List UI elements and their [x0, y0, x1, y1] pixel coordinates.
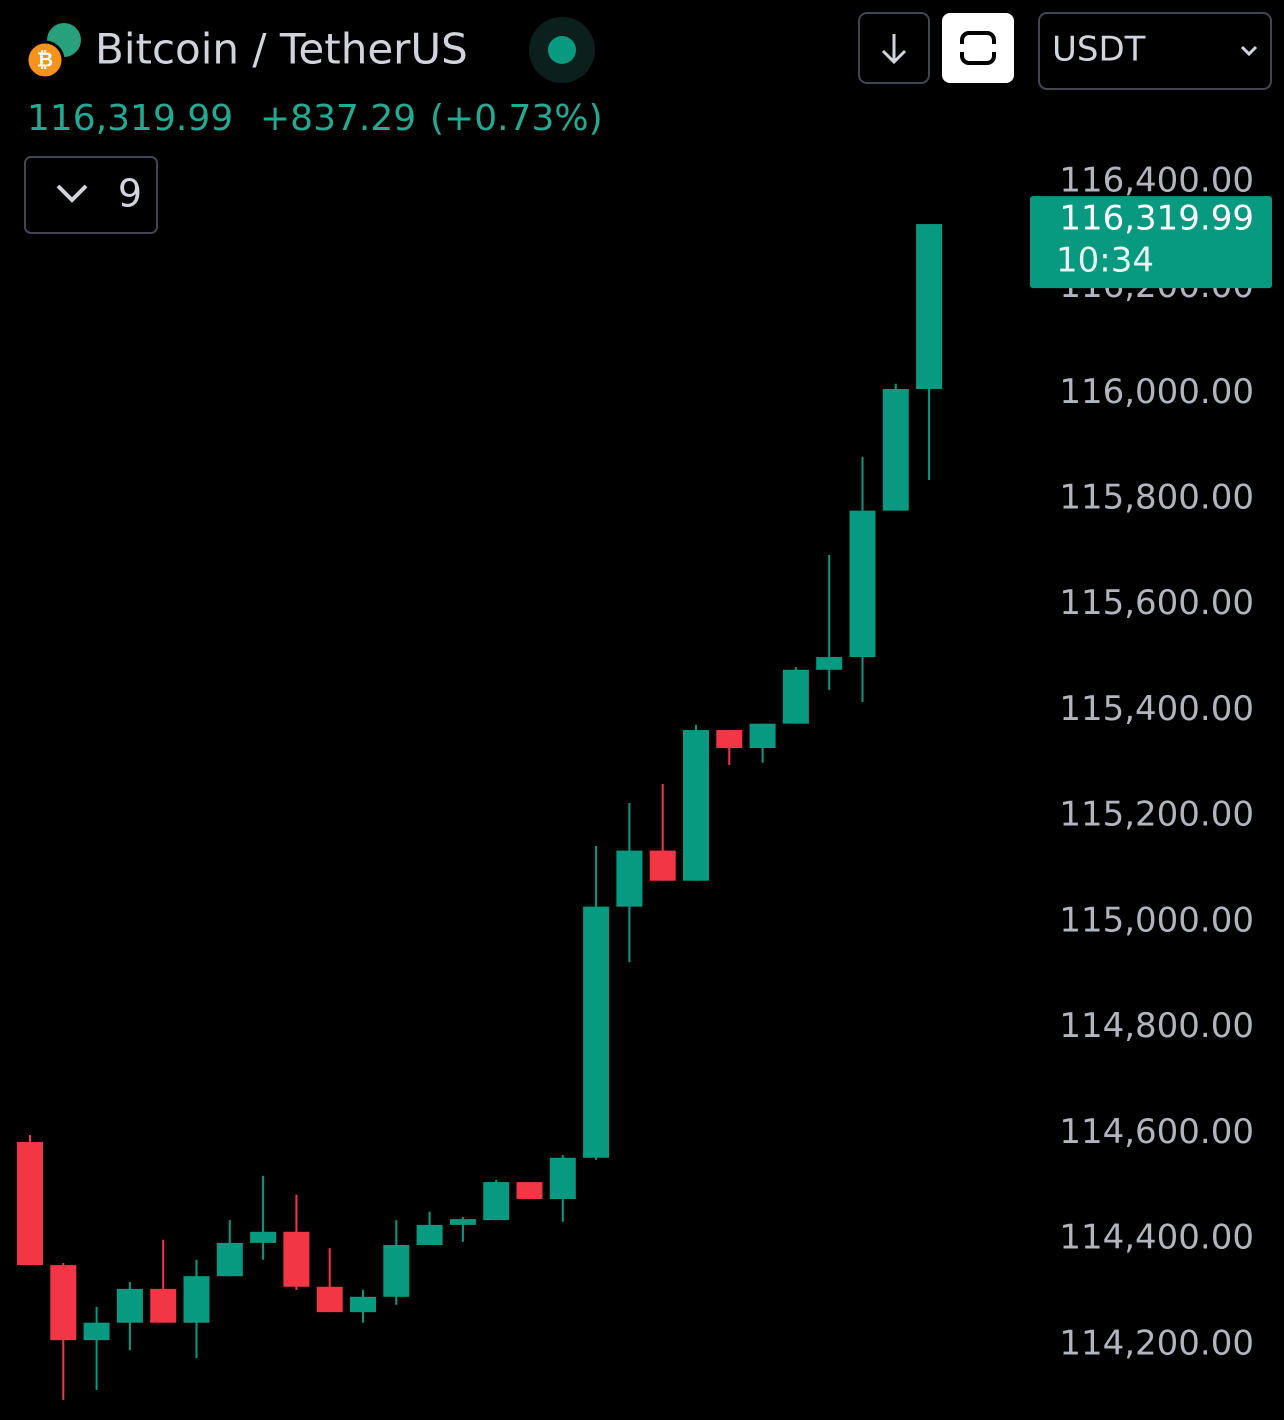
candle-body [350, 1296, 376, 1313]
candle-body [849, 510, 876, 658]
y-tick-label: 115,800.00 [1059, 477, 1254, 517]
candle-body [483, 1182, 510, 1221]
candle-body [449, 1219, 476, 1225]
candle-body [183, 1276, 210, 1323]
candle-body [583, 906, 610, 1158]
candle-body [283, 1231, 310, 1287]
symbol-icon: ₿ [25, 23, 81, 80]
candle-body [683, 730, 709, 881]
currency-label: USDT [1052, 30, 1146, 70]
candle-body [416, 1224, 443, 1245]
y-tick-label: 114,600.00 [1059, 1112, 1254, 1152]
candle-body [749, 723, 776, 749]
plot: 114,200.00 114,400.00 114,600.00 114,800.00… [17, 160, 1272, 1400]
candle-body [383, 1244, 410, 1297]
last-price-box [1030, 196, 1272, 289]
y-tick-label: 115,200.00 [1059, 795, 1254, 835]
candle-body [782, 669, 809, 724]
candle-body [916, 224, 943, 390]
download-button[interactable] [858, 12, 930, 84]
indicators-button[interactable]: 9 [24, 156, 158, 234]
header-change-pct: (+0.73%) [430, 98, 603, 139]
y-tick-label: 114,400.00 [1059, 1218, 1254, 1258]
candle-body [616, 850, 643, 907]
candle-body [216, 1242, 243, 1277]
candle-body [816, 657, 843, 670]
countdown-label: 10:34 [1056, 241, 1154, 281]
currency-select[interactable]: USDT [1038, 12, 1272, 90]
indicator-count: 9 [118, 172, 142, 216]
last-price-label: 116,319.99 [1059, 199, 1254, 239]
symbol-title: Bitcoin / TetherUS [95, 25, 468, 74]
fullscreen-button[interactable] [942, 13, 1014, 83]
y-tick-label: 116,000.00 [1059, 372, 1254, 412]
candle-body [50, 1265, 77, 1341]
y-tick-label: 115,000.00 [1059, 900, 1254, 940]
candle-body [882, 389, 909, 511]
candle-body [150, 1288, 177, 1323]
status-dot [548, 36, 576, 64]
candle-body [649, 850, 676, 881]
candle-body [316, 1286, 343, 1313]
candle-body [83, 1322, 110, 1341]
y-tick-label: 116,400.00 [1059, 160, 1254, 200]
y-tick-label: 114,800.00 [1059, 1006, 1254, 1046]
y-tick-label: 115,600.00 [1059, 583, 1254, 623]
candle-body [516, 1182, 543, 1200]
candle-body [250, 1231, 277, 1243]
y-tick-label: 115,400.00 [1059, 689, 1254, 729]
candle-body [116, 1288, 143, 1323]
svg-text:₿: ₿ [37, 48, 53, 72]
candle-body [716, 730, 743, 749]
candle-body [17, 1141, 43, 1266]
candle-body [549, 1157, 576, 1200]
header-price: 116,319.99 [27, 98, 233, 139]
header-change: +837.29 [260, 98, 416, 139]
y-tick-label: 114,200.00 [1059, 1323, 1254, 1363]
